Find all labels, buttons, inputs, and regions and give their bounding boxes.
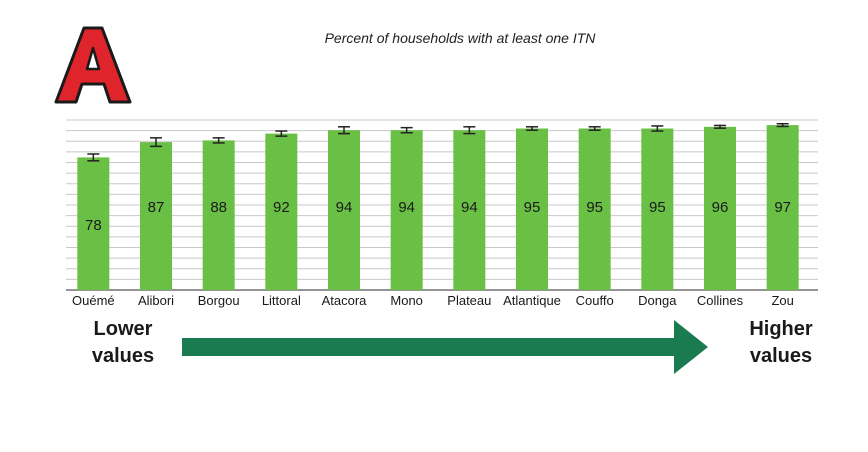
data-label: 94 (336, 199, 353, 216)
category-label: Ouémé (72, 293, 115, 308)
higher-values-label: Higher values (734, 316, 828, 370)
chart-title: Percent of households with at least one … (324, 30, 596, 46)
category-label: Atacora (322, 293, 368, 308)
bar-collines (704, 126, 736, 290)
data-label: 95 (524, 199, 541, 216)
bar-plateau (453, 130, 486, 290)
bar-atacora (328, 130, 360, 290)
lower-values-label: Lower values (80, 316, 166, 370)
data-label: 95 (649, 199, 666, 216)
category-label: Couffo (576, 293, 614, 308)
category-label: Collines (697, 293, 744, 308)
lower-label-line1: Lower (93, 318, 153, 340)
category-label: Atlantique (503, 293, 561, 308)
category-label: Donga (638, 293, 677, 308)
category-label: Littoral (262, 293, 301, 308)
data-label: 87 (148, 199, 165, 216)
data-label: 97 (774, 199, 791, 216)
category-label: Mono (390, 293, 423, 308)
category-label: Alibori (138, 293, 174, 308)
data-label: 94 (398, 199, 415, 216)
bar-mono (390, 130, 423, 290)
bar-couffo (578, 128, 611, 290)
bar-chart: 78 Ouémé 87 Alibori 88 Borgou 92 Littoral 94 Atac… (66, 119, 818, 308)
bar-borgou (202, 140, 235, 290)
data-label: 94 (461, 199, 478, 216)
lower-label-line2: values (91, 345, 155, 367)
bar-zou (766, 125, 799, 290)
direction-arrow (182, 320, 708, 374)
bar-alibori (140, 142, 172, 290)
data-label: 95 (586, 199, 603, 216)
data-label: 78 (85, 217, 102, 234)
category-label: Zou (771, 293, 793, 308)
higher-label-line1: Higher (749, 318, 813, 340)
data-label: 96 (712, 199, 729, 216)
panel-letter-a (54, 26, 132, 104)
higher-label-line2: values (749, 345, 813, 367)
category-label: Borgou (198, 293, 240, 308)
category-label: Plateau (447, 293, 491, 308)
data-label: 88 (210, 199, 227, 216)
bar-ouémé (77, 157, 110, 290)
bar-donga (641, 128, 674, 290)
data-label: 92 (273, 199, 290, 216)
bar-littoral (265, 133, 298, 290)
bar-atlantique (516, 128, 548, 290)
